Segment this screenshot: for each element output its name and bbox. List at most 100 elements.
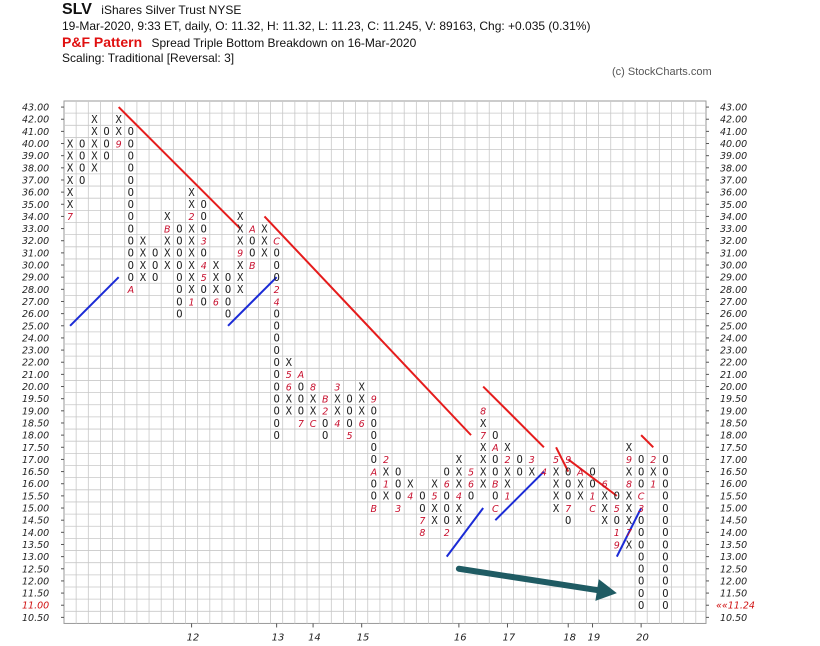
month-marker: 2 <box>650 455 656 466</box>
y-tick-label-right: 38.00 <box>720 163 747 174</box>
month-marker: 7 <box>480 431 486 442</box>
x-box: X <box>504 466 511 478</box>
y-tick-label-right: 36.00 <box>720 188 747 199</box>
y-tick-label-left: 24.00 <box>22 333 49 344</box>
x-box: X <box>164 236 171 248</box>
o-box: O <box>346 393 352 405</box>
x-box: X <box>456 454 463 466</box>
o-box: O <box>128 211 134 223</box>
x-tick-label: 19 <box>588 632 601 643</box>
y-tick-label-left: 25.00 <box>22 321 49 332</box>
month-marker: A <box>576 467 584 478</box>
o-box: O <box>225 272 231 284</box>
o-box: O <box>128 199 134 211</box>
o-box: O <box>273 381 279 393</box>
o-box: O <box>662 515 668 527</box>
x-box: X <box>91 150 98 162</box>
y-tick-label-left: 18.50 <box>22 418 49 429</box>
resistance-line <box>555 446 570 473</box>
o-box: O <box>201 199 207 211</box>
x-box: X <box>480 454 487 466</box>
x-box: X <box>213 284 220 296</box>
o-box: O <box>79 163 85 175</box>
month-marker: 7 <box>419 516 425 527</box>
y-tick-label-right: 13.00 <box>720 552 747 563</box>
y-tick-label-right: 25.00 <box>720 321 747 332</box>
x-box: X <box>602 503 609 515</box>
month-marker: 9 <box>237 249 243 260</box>
y-tick-label-right: 22.00 <box>720 358 747 369</box>
month-marker: 8 <box>626 480 632 491</box>
month-marker: 2 <box>444 528 450 539</box>
y-tick-label-left: 33.00 <box>22 224 49 235</box>
o-box: O <box>249 248 255 260</box>
y-tick-label-left: 10.50 <box>22 613 49 624</box>
x-box: X <box>286 357 293 369</box>
y-tick-label-right: 18.50 <box>720 418 747 429</box>
x-box: X <box>310 393 317 405</box>
o-box: O <box>152 248 158 260</box>
y-tick-label-right: 18.00 <box>720 431 747 442</box>
month-marker: C <box>589 504 596 515</box>
x-box: X <box>261 236 268 248</box>
month-marker: 6 <box>602 480 608 491</box>
y-tick-label-left: 21.00 <box>22 370 49 381</box>
o-box: O <box>371 430 377 442</box>
x-box: X <box>602 515 609 527</box>
month-marker: A <box>491 443 499 454</box>
o-box: O <box>128 187 134 199</box>
o-box: O <box>128 272 134 284</box>
month-marker: 3 <box>334 382 340 393</box>
o-box: O <box>128 138 134 150</box>
month-marker: 6 <box>286 382 292 393</box>
stockcharts-credit: (c) StockCharts.com <box>612 66 712 78</box>
x-box: X <box>164 260 171 272</box>
o-box: O <box>225 284 231 296</box>
o-box: O <box>565 466 571 478</box>
o-box: O <box>273 393 279 405</box>
o-box: O <box>201 248 207 260</box>
o-box: O <box>298 393 304 405</box>
quote-line: 19-Mar-2020, 9:33 ET, daily, O: 11.32, H… <box>62 19 591 33</box>
month-marker: C <box>273 237 280 248</box>
arrow-head <box>595 579 617 601</box>
o-box: O <box>638 527 644 539</box>
x-box: X <box>188 223 195 235</box>
x-box: X <box>164 248 171 260</box>
x-box: X <box>626 466 633 478</box>
x-box: X <box>553 479 560 491</box>
pf-column: 5 6O <box>468 467 474 502</box>
o-box: O <box>273 430 279 442</box>
o-box: O <box>128 175 134 187</box>
o-box: O <box>589 479 595 491</box>
month-marker: 7 <box>67 212 73 223</box>
month-marker: 8 <box>419 528 425 539</box>
o-box: O <box>128 236 134 248</box>
y-tick-label-right: 17.00 <box>720 455 747 466</box>
x-box: X <box>237 272 244 284</box>
y-tick-label-left: 13.50 <box>22 540 49 551</box>
month-marker: A <box>297 370 305 381</box>
o-box: O <box>371 418 377 430</box>
month-marker: 9 <box>116 139 122 150</box>
x-box: X <box>650 466 657 478</box>
o-box: O <box>273 260 279 272</box>
y-tick-label-left: 15.50 <box>22 491 49 502</box>
x-box: X <box>553 491 560 503</box>
x-tick-label: 17 <box>502 632 515 643</box>
resistance-line <box>117 106 241 230</box>
o-box: O <box>444 515 450 527</box>
y-tick-label-left: 39.00 <box>22 151 49 162</box>
